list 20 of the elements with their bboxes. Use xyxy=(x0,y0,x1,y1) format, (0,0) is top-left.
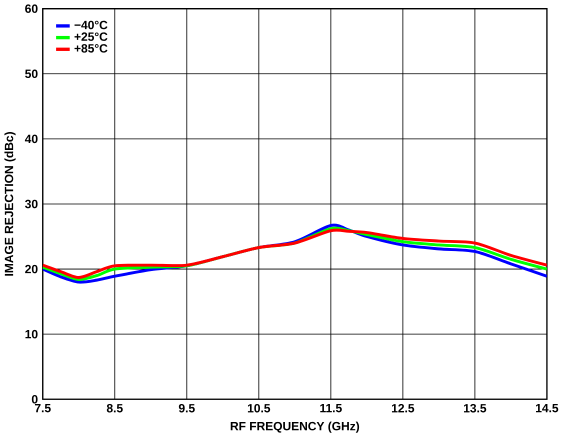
y-tick-label: 10 xyxy=(25,330,38,338)
y-tick-label: 40 xyxy=(24,134,38,144)
y-tick-label: 0 xyxy=(32,394,38,404)
y-tick-label: 20 xyxy=(25,264,38,274)
legend-label: +85°C xyxy=(74,44,108,53)
y-tick-label: 60 xyxy=(25,4,38,13)
y-axis-title: IMAGE REJECTION (dBc) xyxy=(4,132,16,276)
x-tick-label: 14.5 xyxy=(536,404,558,412)
x-tick-label: 12.5 xyxy=(392,404,414,412)
x-axis-title: RF FREQUENCY (GHz) xyxy=(230,421,360,433)
x-tick-label: 7.5 xyxy=(34,404,51,412)
legend-label: −40°C xyxy=(74,20,108,30)
x-tick-label: 13.5 xyxy=(464,404,486,412)
y-tick-label: 30 xyxy=(25,200,38,208)
legend-label: +25°C xyxy=(74,32,108,41)
y-tick-label: 50 xyxy=(25,69,38,78)
x-tick-label: 8.5 xyxy=(106,404,123,412)
x-tick-label: 9.5 xyxy=(178,404,195,412)
x-tick-label: 11.5 xyxy=(320,404,342,412)
x-tick-label: 10.5 xyxy=(248,404,270,412)
